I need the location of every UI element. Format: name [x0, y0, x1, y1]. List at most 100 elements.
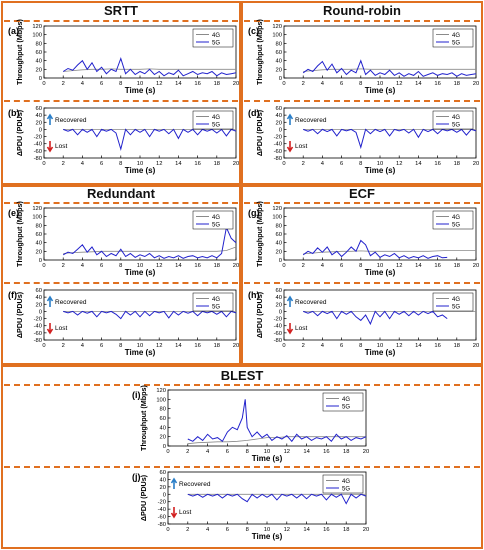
x-tick-label-d-4: 8 [359, 161, 362, 167]
y-tick-label-j-1: -60 [158, 515, 166, 521]
legend-label-5g-j: 5G [342, 487, 350, 493]
y-tick-label-f-6: 40 [36, 295, 42, 301]
x-tick-label-j-10: 20 [363, 527, 369, 533]
x-tick-label-b-9: 18 [214, 161, 220, 167]
recovered-arrow-icon-b [46, 113, 54, 125]
section-title-blest: BLEST [220, 368, 264, 383]
panel-label-i: (i) [132, 390, 141, 400]
panel-label-a: (a) [8, 26, 19, 36]
x-axis-label-d: Time (s) [365, 166, 396, 175]
recovered-arrow-icon-j [170, 477, 178, 489]
y-tick-label-g-3: 60 [276, 232, 282, 238]
y-tick-label-i-3: 60 [160, 416, 166, 422]
section-frame-srtt [1, 1, 241, 185]
y-tick-label-f-2: -40 [34, 324, 42, 330]
x-tick-label-a-6: 12 [156, 81, 162, 87]
x-axis-label-b: Time (s) [125, 166, 156, 175]
y-tick-label-i-2: 40 [160, 425, 166, 431]
lost-label-d: Lost [295, 143, 307, 150]
x-tick-label-b-8: 16 [194, 161, 200, 167]
y-tick-label-c-1: 20 [276, 67, 282, 73]
y-tick-label-i-5: 100 [156, 397, 166, 403]
x-tick-label-a-3: 6 [100, 81, 103, 87]
divider-ecf [244, 202, 480, 204]
y-tick-label-b-3: -20 [34, 135, 42, 141]
legend-label-4g-b: 4G [212, 115, 220, 121]
y-tick-label-d-3: -20 [274, 135, 282, 141]
y-tick-label-e-2: 40 [36, 241, 42, 247]
y-axis-label-g: Throughput (Mbps) [255, 200, 264, 266]
series-line-e-4g [63, 246, 237, 254]
y-tick-label-j-4: 0 [163, 492, 166, 498]
x-tick-label-e-0: 0 [42, 263, 45, 269]
y-tick-label-g-4: 80 [276, 223, 282, 229]
x-tick-label-f-0: 0 [42, 343, 45, 349]
x-tick-label-h-7: 14 [415, 343, 422, 349]
series-line-a-5g [62, 56, 237, 77]
panel-label-d: (d) [248, 108, 260, 118]
recovered-arrow-icon-h [286, 295, 294, 307]
x-tick-label-d-6: 12 [396, 161, 402, 167]
x-tick-label-e-3: 6 [100, 263, 103, 269]
x-tick-label-h-4: 8 [359, 343, 362, 349]
y-tick-label-c-5: 100 [272, 33, 282, 39]
x-tick-label-i-9: 18 [343, 449, 349, 455]
x-tick-label-j-3: 6 [226, 527, 229, 533]
series-line-c-5g [302, 59, 477, 77]
x-tick-label-h-0: 0 [282, 343, 285, 349]
y-tick-label-g-5: 100 [272, 215, 282, 221]
x-tick-label-i-5: 10 [264, 449, 270, 455]
y-tick-label-g-2: 40 [276, 241, 282, 247]
panel-label-j: (j) [132, 472, 141, 482]
x-axis-label-h: Time (s) [365, 348, 396, 357]
x-tick-label-b-0: 0 [42, 161, 45, 167]
x-tick-label-e-6: 12 [156, 263, 162, 269]
y-tick-label-a-3: 60 [36, 50, 42, 56]
x-tick-label-g-9: 18 [454, 263, 460, 269]
recovered-label-d: Recovered [295, 117, 327, 124]
y-tick-label-c-0: 0 [279, 76, 282, 82]
divider-blest [4, 384, 480, 386]
lost-arrow-icon-d [286, 141, 294, 153]
x-tick-label-f-4: 8 [119, 343, 122, 349]
y-tick-label-i-0: 0 [163, 444, 166, 450]
y-tick-label-f-1: -60 [34, 331, 42, 337]
lost-arrow-icon-j [170, 507, 178, 519]
recovered-label-b: Recovered [55, 117, 87, 124]
y-tick-label-e-4: 80 [36, 223, 42, 229]
lost-label-h: Lost [295, 325, 307, 332]
divider-gh [244, 282, 480, 284]
recovered-arrow-icon-f [46, 295, 54, 307]
x-tick-label-f-5: 10 [137, 343, 143, 349]
x-tick-label-g-7: 14 [415, 263, 422, 269]
divider-cd [244, 100, 480, 102]
legend-label-5g-i: 5G [342, 405, 350, 411]
x-tick-label-h-2: 4 [321, 343, 325, 349]
y-tick-label-b-2: -40 [34, 142, 42, 148]
section-frame-blest [1, 365, 483, 549]
legend-label-4g-j: 4G [342, 479, 350, 485]
divider-srtt [4, 20, 238, 22]
y-axis-label-i: Throughput (Mbps) [139, 384, 148, 450]
x-axis-label-f: Time (s) [125, 348, 156, 357]
x-tick-label-j-6: 12 [284, 527, 290, 533]
y-tick-label-j-0: -80 [158, 522, 166, 528]
x-tick-label-b-5: 10 [137, 161, 143, 167]
legend-label-4g-g: 4G [452, 215, 460, 221]
y-tick-label-d-2: -40 [274, 142, 282, 148]
legend-label-5g-h: 5G [452, 305, 460, 311]
x-tick-label-j-7: 14 [303, 527, 310, 533]
y-tick-label-a-2: 40 [36, 59, 42, 65]
x-axis-label-e: Time (s) [125, 268, 156, 277]
x-tick-label-j-0: 0 [166, 527, 169, 533]
legend-label-5g-f: 5G [212, 305, 220, 311]
x-tick-label-i-7: 14 [303, 449, 310, 455]
x-tick-label-i-3: 6 [226, 449, 229, 455]
x-tick-label-f-3: 6 [100, 343, 103, 349]
x-tick-label-d-10: 20 [473, 161, 479, 167]
series-line-g-5g [302, 239, 448, 259]
x-tick-label-b-7: 14 [175, 161, 182, 167]
y-tick-label-j-6: 40 [160, 477, 166, 483]
y-tick-label-a-0: 0 [39, 76, 42, 82]
